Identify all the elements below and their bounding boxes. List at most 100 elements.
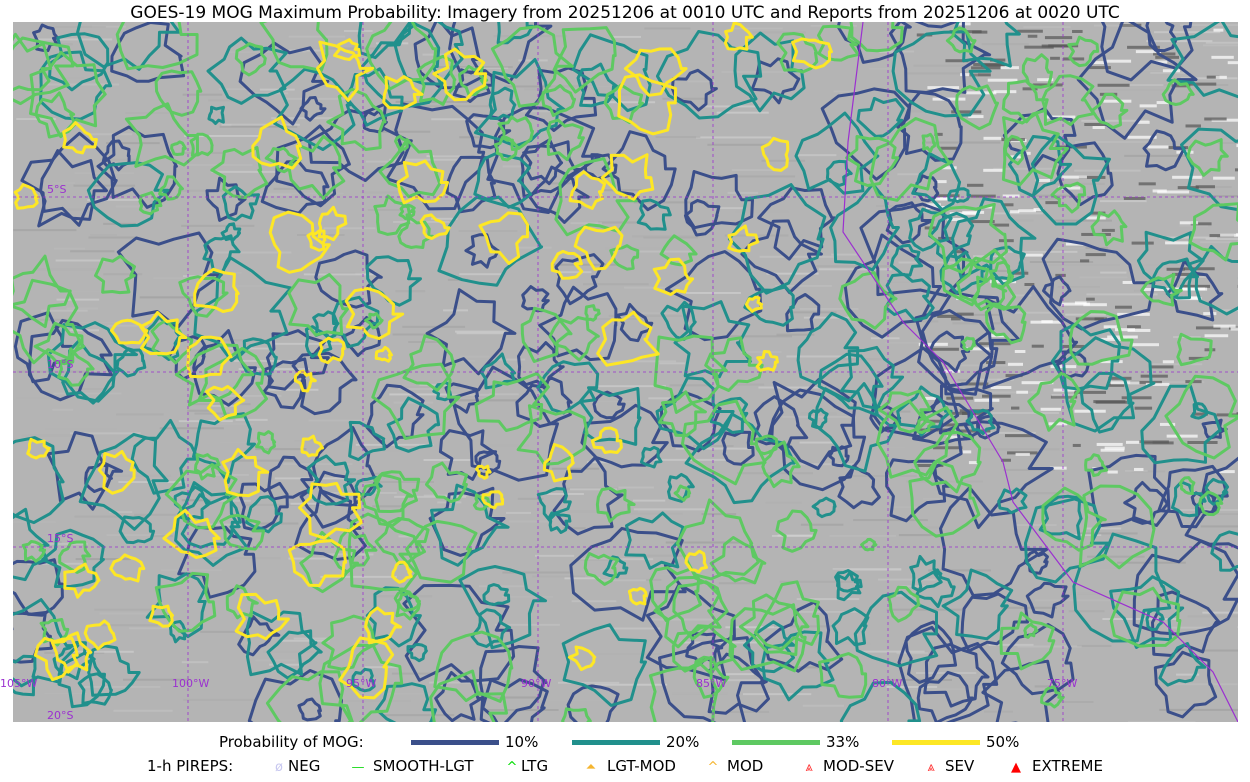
probability-contour (110, 21, 186, 83)
probability-contour (1151, 590, 1221, 657)
imagery-texture (831, 253, 857, 256)
imagery-texture (1001, 606, 1057, 609)
imagery-texture (44, 692, 88, 695)
imagery-cloud (1134, 406, 1153, 410)
probability-contour (536, 360, 600, 415)
imagery-cloud (1011, 406, 1020, 410)
imagery-texture (671, 692, 728, 695)
probability-contour (776, 32, 819, 74)
probability-contour (13, 183, 39, 210)
imagery-texture (56, 298, 100, 301)
probability-contour (1190, 402, 1209, 420)
imagery-texture (776, 333, 815, 336)
probability-contour (174, 343, 255, 407)
legend-label: 33% (826, 733, 860, 751)
probability-contour (225, 584, 259, 620)
probability-contour (221, 448, 270, 498)
probability-contour (1000, 623, 1075, 696)
probability-contour (481, 490, 505, 510)
imagery-texture (1202, 44, 1250, 47)
imagery-texture (1199, 649, 1250, 652)
imagery-texture (727, 710, 770, 713)
probability-contour (684, 170, 754, 230)
imagery-texture (288, 557, 349, 560)
imagery-texture (898, 261, 961, 264)
imagery-texture (91, 25, 126, 28)
probability-contour (416, 54, 457, 106)
imagery-texture (430, 217, 458, 220)
imagery-texture (116, 413, 164, 416)
imagery-cloud (967, 183, 984, 187)
imagery-texture (913, 64, 970, 67)
imagery-cloud (1040, 407, 1061, 411)
probability-contour (234, 42, 267, 77)
probability-contour (77, 672, 113, 706)
probability-contour (472, 493, 492, 511)
probability-contour (262, 357, 309, 410)
probability-contour (1025, 581, 1070, 619)
imagery-texture (207, 422, 255, 425)
imagery-texture (1086, 293, 1158, 296)
legend-sev: ⩓ SEV (920, 757, 974, 775)
probability-contour (761, 630, 835, 702)
probability-contour (639, 445, 663, 469)
imagery-cloud (1021, 381, 1054, 385)
probability-contour (838, 271, 898, 330)
probability-contour (853, 590, 939, 668)
probability-contour (83, 619, 117, 651)
coastline (842, 21, 1239, 723)
imagery-cloud (982, 394, 1011, 398)
probability-contour (796, 311, 860, 385)
probability-contour (365, 255, 422, 307)
probability-contour (516, 404, 589, 466)
probability-contour (470, 608, 512, 648)
imagery-texture (364, 666, 399, 669)
imagery-texture (758, 386, 821, 389)
imagery-cloud (962, 210, 985, 214)
probability-contour (578, 386, 642, 446)
caret-icon: ^ (707, 760, 719, 775)
imagery-texture (508, 520, 548, 523)
imagery-texture (221, 123, 300, 126)
imagery-cloud (1149, 365, 1174, 369)
imagery-texture (1006, 250, 1078, 253)
probability-contour (138, 191, 163, 216)
probability-contour (876, 399, 959, 479)
imagery-texture (129, 627, 185, 630)
probability-contour (1050, 181, 1087, 214)
imagery-cloud (1035, 178, 1050, 182)
probability-contour (438, 429, 498, 481)
probability-contour (1084, 453, 1109, 478)
legend-label: LGT-MOD (607, 757, 676, 775)
imagery-cloud (1145, 382, 1170, 386)
imagery-texture (1093, 24, 1145, 27)
imagery-texture (1137, 264, 1207, 267)
probability-contour (775, 509, 818, 553)
probability-contour (580, 403, 669, 469)
line-icon: — (351, 760, 365, 775)
probability-contour (755, 350, 779, 372)
imagery-texture (1159, 708, 1238, 711)
probability-contour (202, 234, 241, 274)
probability-contour (914, 290, 1022, 396)
imagery-texture (580, 558, 623, 561)
legend-label: 10% (505, 733, 539, 751)
imagery-texture (455, 330, 505, 333)
legend-label: SEV (945, 757, 975, 775)
imagery-texture (367, 208, 400, 211)
imagery-texture (32, 77, 84, 80)
imagery-texture (564, 577, 601, 580)
probability-contour (951, 197, 1037, 286)
imagery-cloud (1188, 356, 1209, 360)
probability-contour (207, 105, 225, 125)
probability-contour (58, 540, 92, 574)
probability-contour (124, 102, 199, 168)
imagery-texture (86, 133, 133, 136)
imagery-texture (683, 641, 757, 644)
probability-contour (915, 568, 956, 609)
imagery-texture (796, 154, 837, 157)
imagery-texture (308, 419, 368, 422)
legend-mod: ^ MOD (702, 757, 764, 775)
imagery-texture (268, 388, 319, 391)
imagery-texture (1074, 533, 1102, 536)
